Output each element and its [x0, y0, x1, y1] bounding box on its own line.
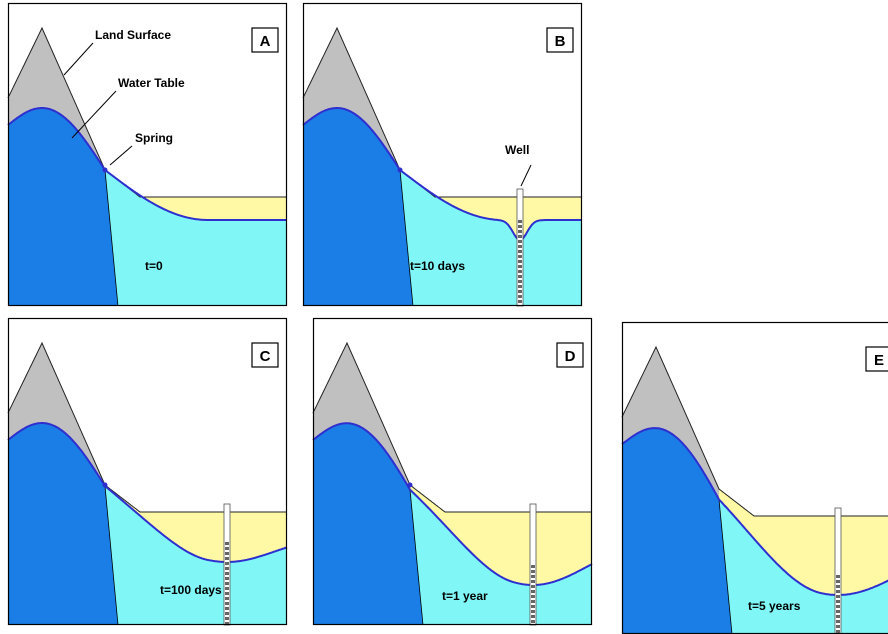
leader — [71, 90, 117, 139]
leader — [109, 145, 133, 166]
land-surface — [312, 341, 592, 513]
panel-border — [7, 2, 288, 307]
time-label: t=0 — [145, 259, 163, 273]
panel-border — [7, 317, 288, 626]
annotation: Well — [505, 143, 529, 157]
annotation: Water Table — [118, 76, 185, 90]
water-table — [312, 422, 593, 586]
flow-boundary — [718, 499, 733, 634]
panel-label-box — [251, 27, 279, 53]
panel: Bt=10 days Well — [302, 2, 583, 307]
spring — [102, 482, 108, 488]
panel-label-box — [251, 342, 279, 368]
spring — [397, 167, 403, 173]
groundwater-divide — [313, 423, 423, 625]
water-table — [621, 427, 888, 596]
panel: Ct=100 days — [7, 317, 288, 626]
land-surface — [7, 341, 287, 513]
time-label: t=100 days — [160, 583, 222, 597]
panel-label: A — [260, 33, 271, 50]
land-surface — [302, 26, 582, 198]
flow-boundary — [399, 169, 414, 307]
time-label: t=5 years — [748, 599, 801, 613]
panel: Dt=1 year — [312, 317, 593, 626]
groundwater-divide — [8, 423, 118, 625]
panel: At=0 Land Surface Water Table Spring — [7, 2, 288, 307]
panel-label: C — [260, 348, 271, 365]
leader — [63, 42, 94, 76]
panel-border — [312, 317, 593, 626]
spring — [102, 167, 108, 173]
panel-label-box — [865, 346, 888, 372]
time-label: t=10 days — [410, 259, 465, 273]
annotation: Spring — [135, 131, 173, 145]
panel-label-box — [546, 27, 574, 53]
land-surface — [7, 26, 287, 198]
flow-boundary — [409, 489, 424, 626]
groundwater-divide — [8, 108, 118, 306]
panel-border — [302, 2, 583, 307]
groundwater-divide — [622, 428, 732, 634]
panel-label: B — [555, 33, 566, 50]
flow-boundary — [104, 169, 119, 307]
flow-boundary — [104, 486, 119, 626]
panel: Et=5 years — [621, 321, 888, 634]
water-table — [7, 107, 287, 221]
well — [834, 507, 842, 634]
panel-label: D — [565, 348, 576, 365]
water-table — [7, 422, 288, 563]
panel-label: E — [874, 352, 884, 369]
land-surface — [621, 345, 888, 517]
time-label: t=1 year — [442, 589, 488, 603]
leader — [520, 164, 532, 187]
water-table — [302, 107, 582, 242]
groundwater-divide — [303, 108, 413, 306]
panel-label-box — [556, 342, 584, 368]
annotation: Land Surface — [95, 28, 171, 42]
spring — [407, 482, 413, 488]
